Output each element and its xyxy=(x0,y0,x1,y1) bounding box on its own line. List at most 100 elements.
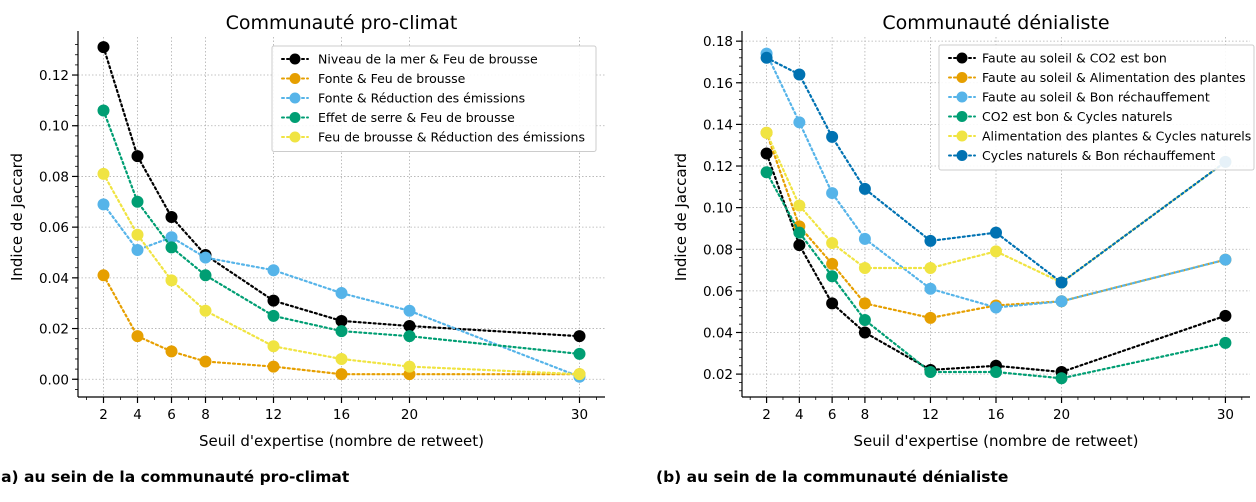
data-point xyxy=(760,166,773,179)
data-point xyxy=(267,294,280,307)
y-tick-label: 0.16 xyxy=(703,76,733,92)
x-tick-label: 2 xyxy=(762,407,771,423)
legend-marker xyxy=(289,73,301,84)
chart-denialiste: 0.02 0.04 0.06 0.08 0.10 0.12 0.14 0.16 0.18 2 4 6 8… xyxy=(672,12,1255,450)
data-point xyxy=(165,274,178,287)
series-line xyxy=(765,171,1227,380)
data-point xyxy=(793,226,806,239)
x-tick-label: 2 xyxy=(99,407,108,423)
x-axis-label: Seuil d'expertise (nombre de retweet) xyxy=(853,432,1138,450)
data-point xyxy=(165,241,178,254)
data-point xyxy=(924,366,937,379)
legend-label: Niveau de la mer & Feu de brousse xyxy=(318,52,538,67)
x-tick-label: 6 xyxy=(167,407,176,423)
series-line xyxy=(765,152,1227,374)
data-point xyxy=(826,187,839,200)
data-point xyxy=(924,311,937,324)
legend-marker xyxy=(956,52,968,64)
data-point xyxy=(793,68,806,81)
legend-label: Cycles naturels & Bon réchauffement xyxy=(982,148,1215,163)
legend-marker xyxy=(289,131,301,143)
y-tick-label: 0.04 xyxy=(703,325,733,341)
data-point xyxy=(1219,336,1232,349)
data-point xyxy=(97,198,110,211)
data-point xyxy=(403,320,416,333)
legend-box xyxy=(938,44,1255,171)
x-tick-label: 4 xyxy=(795,407,804,423)
y-tick-label: 0.02 xyxy=(39,322,69,338)
data-point xyxy=(760,51,773,64)
data-point xyxy=(826,270,839,283)
legend: Niveau de la mer & Feu de brousse Fonte &… xyxy=(271,45,597,152)
chart-title: Communauté dénialiste xyxy=(882,12,1109,34)
y-tick-label: 0.12 xyxy=(39,68,69,84)
data-point xyxy=(990,226,1002,239)
data-point xyxy=(165,345,178,358)
data-point xyxy=(573,330,586,343)
series-line xyxy=(102,172,581,376)
data-point xyxy=(199,269,212,282)
data-point xyxy=(335,352,348,365)
y-tick-label: 0.10 xyxy=(703,201,733,217)
data-point xyxy=(403,304,416,317)
legend-label: Faute au soleil & Alimentation des plant… xyxy=(982,70,1246,85)
data-point xyxy=(573,368,586,381)
chart-pro-climat: 0.00 0.02 0.04 0.06 0.08 0.10 0.12 2 4 6 8 12 16 20 30… xyxy=(8,12,605,450)
y-axis-label: Indice de Jaccard xyxy=(672,153,690,281)
series-line xyxy=(765,52,1227,309)
data-point xyxy=(335,314,348,327)
data-point xyxy=(131,228,144,241)
data-point xyxy=(1055,276,1068,289)
data-point xyxy=(826,257,839,270)
x-tick-label: 30 xyxy=(1217,407,1234,423)
x-axis-label: Seuil d'expertise (nombre de retweet) xyxy=(199,432,484,450)
data-point xyxy=(990,245,1002,258)
x-tick-label: 8 xyxy=(861,407,870,423)
chart-title: Communauté pro-climat xyxy=(226,12,458,34)
legend-label: Effet de serre & Feu de brousse xyxy=(318,110,515,125)
data-point xyxy=(97,167,110,180)
y-axis-label: Indice de Jaccard xyxy=(8,153,26,281)
legend-label: Faute au soleil & Bon réchauffement xyxy=(982,90,1210,105)
legend: Faute au soleil & CO2 est bon Faute au so… xyxy=(938,44,1255,171)
x-tick-label: 12 xyxy=(922,407,939,423)
data-point xyxy=(199,304,212,317)
data-point xyxy=(131,195,144,208)
data-point xyxy=(793,239,806,252)
legend-marker xyxy=(289,112,301,123)
series-line xyxy=(102,203,581,378)
data-point xyxy=(131,243,144,256)
caption-b: (b) au sein de la communauté dénialiste xyxy=(656,468,1009,486)
data-point xyxy=(199,251,212,264)
y-tick-label: 0.14 xyxy=(703,117,733,133)
data-point xyxy=(793,116,806,129)
series-4 xyxy=(97,104,586,360)
x-tick-label: 16 xyxy=(987,407,1004,423)
y-tick-label: 0.12 xyxy=(703,159,733,175)
legend-label: Fonte & Réduction des émissions xyxy=(318,91,525,106)
data-point xyxy=(924,282,937,295)
y-tick-label: 0.06 xyxy=(703,284,733,300)
y-tick-label: 0.08 xyxy=(703,242,733,258)
data-point xyxy=(924,234,937,247)
x-tick-label: 20 xyxy=(401,407,418,423)
caption-a: (a) au sein de la communauté pro-climat xyxy=(0,468,350,486)
x-tick-label: 20 xyxy=(1053,407,1070,423)
data-point xyxy=(1055,372,1068,385)
legend-box xyxy=(271,45,597,152)
legend-label: Alimentation des plantes & Cycles nature… xyxy=(982,129,1251,144)
data-point xyxy=(267,264,280,277)
data-point xyxy=(1219,253,1232,266)
data-point xyxy=(97,104,110,117)
series-6 xyxy=(760,51,1232,289)
data-point xyxy=(858,182,871,195)
legend-marker xyxy=(956,91,968,103)
legend-label: Feu de brousse & Réduction des émissions xyxy=(318,130,585,145)
data-point xyxy=(165,231,178,244)
series-line xyxy=(765,56,1227,284)
data-point xyxy=(760,126,773,139)
series-3 xyxy=(97,198,586,383)
data-point xyxy=(858,314,871,327)
data-point xyxy=(858,297,871,310)
